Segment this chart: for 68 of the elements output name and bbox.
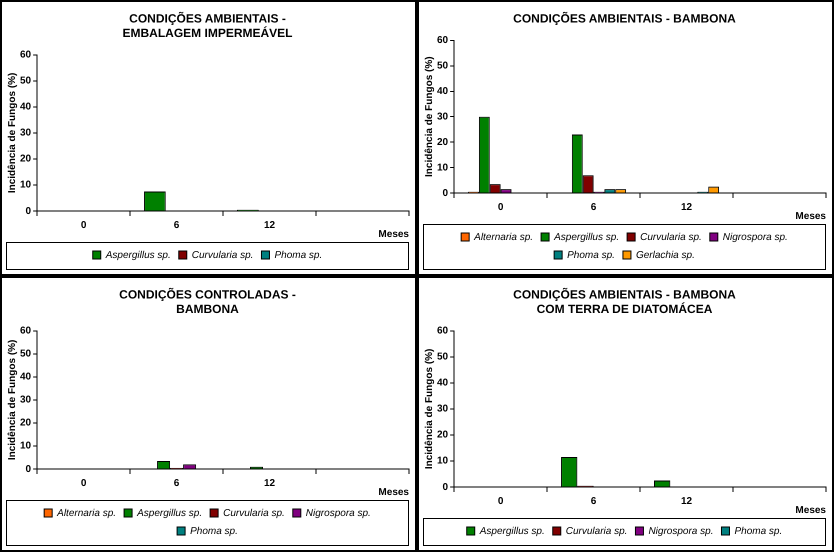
- chart-title: CONDIÇÕES AMBIENTAIS - BAMBONA: [513, 12, 736, 26]
- x-tick-label: 0: [80, 478, 87, 489]
- legend-label: Gerlachia sp.: [636, 250, 695, 261]
- legend-label: Curvularia sp.: [192, 250, 254, 261]
- chart-title: CONDIÇÕES AMBIENTAIS - EMBALAGEM IMPERMEÁVEL: [122, 12, 293, 40]
- y-tick-label: 50: [20, 348, 32, 360]
- y-tick-label: 30: [437, 404, 449, 415]
- legend-label: Phoma sp.: [734, 526, 782, 537]
- y-tick-label: 40: [20, 372, 32, 383]
- legend-label: Nigrospora sp.: [722, 232, 788, 243]
- chart-title: CONDIÇÕES CONTROLADAS - BAMBONA: [119, 288, 296, 316]
- y-tick-label: 0: [26, 464, 32, 475]
- y-tick-label: 50: [437, 352, 449, 363]
- y-axis-title: Incidência de Fungos (%): [6, 72, 18, 194]
- x-tick-label: 12: [680, 496, 693, 507]
- x-tick-label: 6: [590, 202, 597, 213]
- y-tick-label: 40: [20, 102, 32, 113]
- x-tick-label: 0: [498, 202, 504, 213]
- y-tick-label: 20: [20, 418, 32, 429]
- y-tick-label: 20: [437, 430, 449, 441]
- y-axis-title: Incidência de Fungos (%): [6, 340, 18, 460]
- x-axis-title: Meses: [378, 228, 410, 240]
- y-tick-label: 60: [437, 35, 449, 46]
- x-tick-label: 12: [264, 220, 276, 231]
- y-tick-label: 30: [437, 111, 449, 122]
- x-tick-label: 12: [264, 478, 276, 489]
- y-tick-label: 0: [442, 188, 449, 199]
- legend-label: Curvularia sp.: [566, 526, 628, 537]
- x-axis-title: Meses: [795, 504, 826, 516]
- y-tick-label: 10: [437, 162, 449, 174]
- y-tick-label: 10: [437, 456, 449, 467]
- x-axis-title: Meses: [378, 486, 410, 498]
- y-tick-label: 30: [20, 128, 32, 139]
- y-tick-label: 40: [437, 86, 449, 98]
- y-tick-label: 40: [437, 378, 449, 389]
- legend-label: Curvularia sp.: [640, 232, 702, 243]
- x-tick-label: 0: [498, 496, 504, 507]
- y-axis-title: Incidência de Fungos (%): [424, 348, 435, 470]
- legend-label: Phoma sp.: [190, 526, 238, 537]
- x-tick-label: 6: [590, 496, 597, 507]
- y-tick-label: 60: [437, 326, 449, 337]
- x-tick-label: 12: [680, 202, 693, 213]
- y-tick-label: 60: [20, 50, 32, 61]
- legend-label: Nigrospora sp.: [648, 526, 714, 537]
- y-tick-label: 20: [437, 136, 449, 148]
- x-tick-label: 0: [80, 220, 87, 231]
- x-tick-label: 6: [174, 478, 180, 489]
- legend-label: Alternaria sp.: [473, 232, 534, 243]
- legend-label: Phoma sp.: [274, 250, 322, 261]
- legend-label: Nigrospora sp.: [306, 508, 371, 519]
- x-tick-label: 6: [174, 220, 180, 231]
- legend-label: Alternaria sp.: [56, 508, 116, 519]
- y-tick-label: 10: [20, 440, 32, 452]
- x-axis-title: Meses: [795, 210, 826, 222]
- y-tick-label: 60: [20, 326, 32, 337]
- y-tick-label: 10: [20, 180, 32, 191]
- y-tick-label: 30: [20, 394, 32, 406]
- y-tick-label: 20: [20, 154, 32, 165]
- y-tick-label: 50: [437, 60, 449, 72]
- legend-label: Aspergillus sp.: [136, 508, 202, 519]
- legend-label: Curvularia sp.: [223, 508, 285, 519]
- chart-title: CONDIÇÕES AMBIENTAIS - BAMBONA COM TERRA DE DIATOMÁCEA: [513, 288, 736, 316]
- y-tick-label: 50: [20, 76, 32, 87]
- legend-label: Aspergillus sp.: [104, 250, 171, 261]
- legend-label: Aspergillus sp.: [553, 232, 620, 243]
- legend-label: Aspergillus sp.: [478, 526, 545, 537]
- y-axis-title: Incidência de Fungos (%): [424, 56, 435, 177]
- legend-label: Phoma sp.: [567, 250, 615, 261]
